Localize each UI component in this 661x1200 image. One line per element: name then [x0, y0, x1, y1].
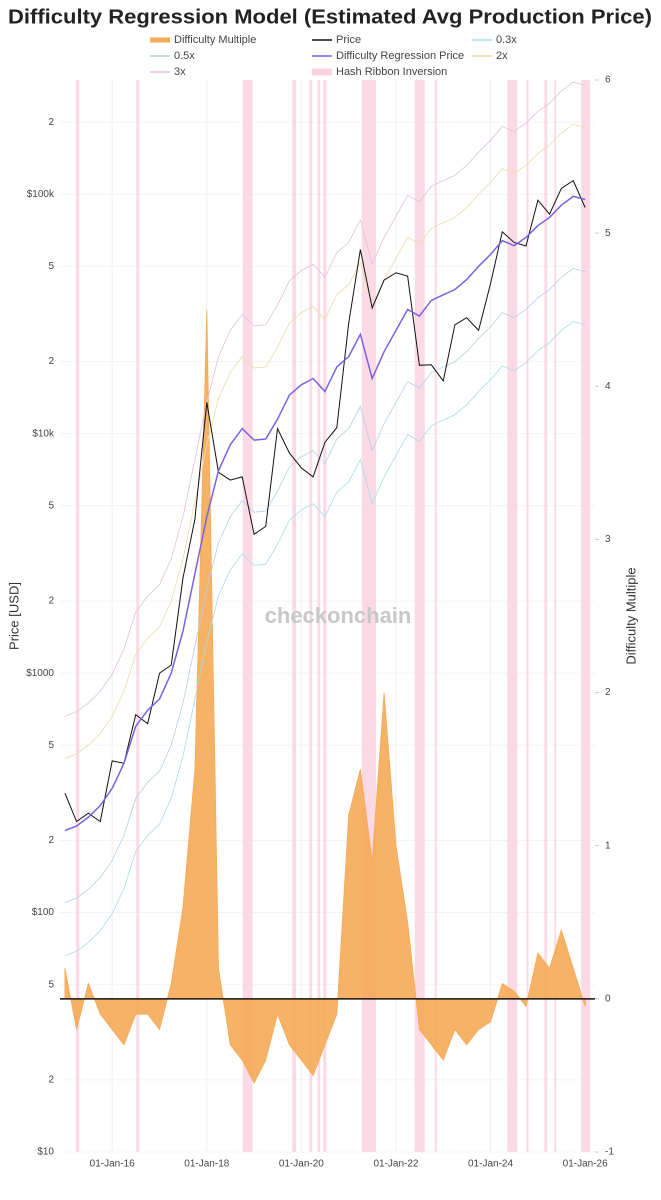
y2-tick-label: -1	[605, 1147, 614, 1158]
legend-label: Difficulty Regression Price	[336, 50, 464, 62]
hash-ribbon-band	[414, 80, 425, 1152]
y-tick-label: $100k	[27, 189, 55, 200]
y2-tick-label: 1	[605, 840, 611, 851]
series-line	[64, 123, 586, 759]
legend-label: 0.3x	[496, 34, 517, 46]
hash-ribbon-band	[136, 80, 140, 1152]
hash-ribbon-band	[581, 80, 591, 1152]
y-tick-label: 2	[48, 1075, 54, 1086]
x-tick-label: 01-Jan-18	[184, 1159, 229, 1170]
hash-ribbon-band	[242, 80, 253, 1152]
series-line	[64, 267, 586, 904]
legend-label: 2x	[496, 50, 508, 62]
y-tick-label: 2	[48, 356, 54, 367]
plot	[60, 79, 599, 1153]
hash-ribbon-band	[309, 80, 313, 1152]
hash-ribbon-band	[317, 80, 321, 1152]
y-tick-label: 2	[48, 117, 54, 128]
multiple-area	[64, 309, 586, 1084]
series-line	[64, 81, 586, 717]
y-tick-label: 5	[48, 500, 54, 511]
y2-tick-label: 0	[605, 993, 611, 1004]
hash-ribbon-band	[544, 80, 548, 1152]
hash-ribbon-band	[434, 80, 437, 1152]
y2-tick-label: 3	[605, 534, 611, 545]
y2-tick-label: 5	[605, 228, 611, 239]
y2-tick-label: 6	[605, 75, 611, 86]
y-tick-label: $10	[37, 1147, 54, 1158]
y-tick-label: 5	[48, 261, 54, 272]
y-tick-label: 2	[48, 596, 54, 607]
y-tick-label: $10k	[32, 428, 55, 439]
y-tick-label: $1000	[26, 668, 54, 679]
y-tick-label: 5	[48, 979, 54, 990]
x-tick-label: 01-Jan-16	[90, 1159, 135, 1170]
x-tick-label: 01-Jan-24	[468, 1159, 513, 1170]
legend-label: Price	[336, 34, 361, 46]
hash-ribbon-band	[554, 80, 557, 1152]
hash-ribbon-band	[292, 80, 297, 1152]
x-tick-label: 01-Jan-22	[373, 1159, 418, 1170]
chart-title: Difficulty Regression Model (Estimated A…	[8, 6, 652, 28]
y2-tick-label: 4	[605, 381, 611, 392]
y2-axis-title: Difficulty Multiple	[623, 567, 638, 664]
y-tick-label: 2	[48, 835, 54, 846]
y-axis-title: Price [USD]	[6, 582, 21, 650]
x-tick-label: 01-Jan-26	[563, 1159, 608, 1170]
x-tick-label: 01-Jan-20	[279, 1159, 324, 1170]
legend-label: 3x	[174, 66, 186, 78]
y2-tick-label: 2	[605, 687, 611, 698]
watermark: checkonchain	[265, 603, 412, 628]
hash-ribbon-band	[507, 80, 518, 1152]
legend-label: Hash Ribbon Inversion	[336, 66, 447, 78]
legend-label: 0.5x	[174, 50, 195, 62]
legend-label: Difficulty Multiple	[174, 34, 256, 46]
hash-ribbon-band	[526, 80, 529, 1152]
series-line	[64, 321, 586, 957]
y-tick-label: $100	[32, 907, 55, 918]
hash-ribbon-band	[76, 80, 80, 1152]
series-line	[64, 195, 586, 832]
y-tick-label: 5	[48, 740, 54, 751]
hash-ribbon-band	[323, 80, 327, 1152]
